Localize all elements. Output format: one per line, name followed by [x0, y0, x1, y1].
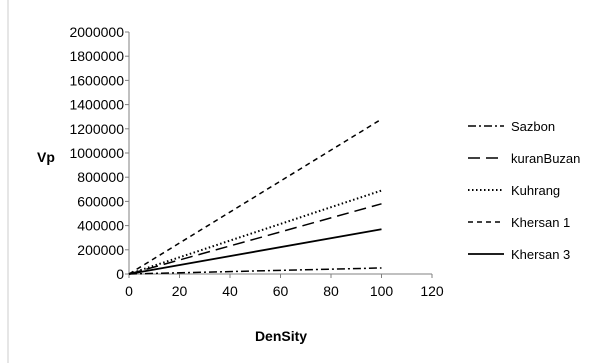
y-tick-label: 0: [116, 266, 124, 282]
y-tick-label: 1000000: [69, 145, 124, 161]
y-tick-label: 1800000: [69, 48, 124, 64]
y-tick-label: 800000: [77, 169, 124, 185]
y-tick-label: 200000: [77, 242, 124, 258]
legend-label-1: kuranBuzan: [511, 151, 580, 166]
x-tick-label: 120: [420, 283, 444, 299]
legend-label-2: Kuhrang: [511, 183, 560, 198]
x-tick-label: 80: [323, 283, 339, 299]
x-tick-label: 20: [172, 283, 188, 299]
series-line-4: [128, 228, 382, 275]
y-tick-label: 1600000: [69, 72, 124, 88]
x-tick-label: 0: [125, 283, 133, 299]
x-tick-label: 40: [222, 283, 238, 299]
y-tick-label: 600000: [77, 193, 124, 209]
plot-area: 0 200000 400000 600000 800000 1000000 1200000 1…: [7, 0, 444, 363]
series-line-0: [128, 267, 382, 275]
y-tick-label: 2000000: [69, 24, 124, 40]
x-axis-title: DenSity: [255, 328, 307, 344]
y-tick-label: 1400000: [69, 97, 124, 113]
legend: Sazbon kuranBuzan Kuhrang Khersan 1 Khersan …: [468, 119, 580, 262]
legend-label-4: Khersan 3: [511, 247, 570, 262]
x-tick-label: 100: [370, 283, 394, 299]
y-axis-title: Vp: [37, 149, 55, 165]
y-tick-label: 1200000: [69, 121, 124, 137]
series-line-3: [128, 118, 382, 275]
series-line-2: [128, 189, 382, 275]
legend-label-3: Khersan 1: [511, 215, 570, 230]
legend-label-0: Sazbon: [511, 119, 555, 134]
y-tick-label: 400000: [77, 218, 124, 234]
series-line-1: [128, 203, 382, 275]
x-tick-label: 60: [273, 283, 289, 299]
